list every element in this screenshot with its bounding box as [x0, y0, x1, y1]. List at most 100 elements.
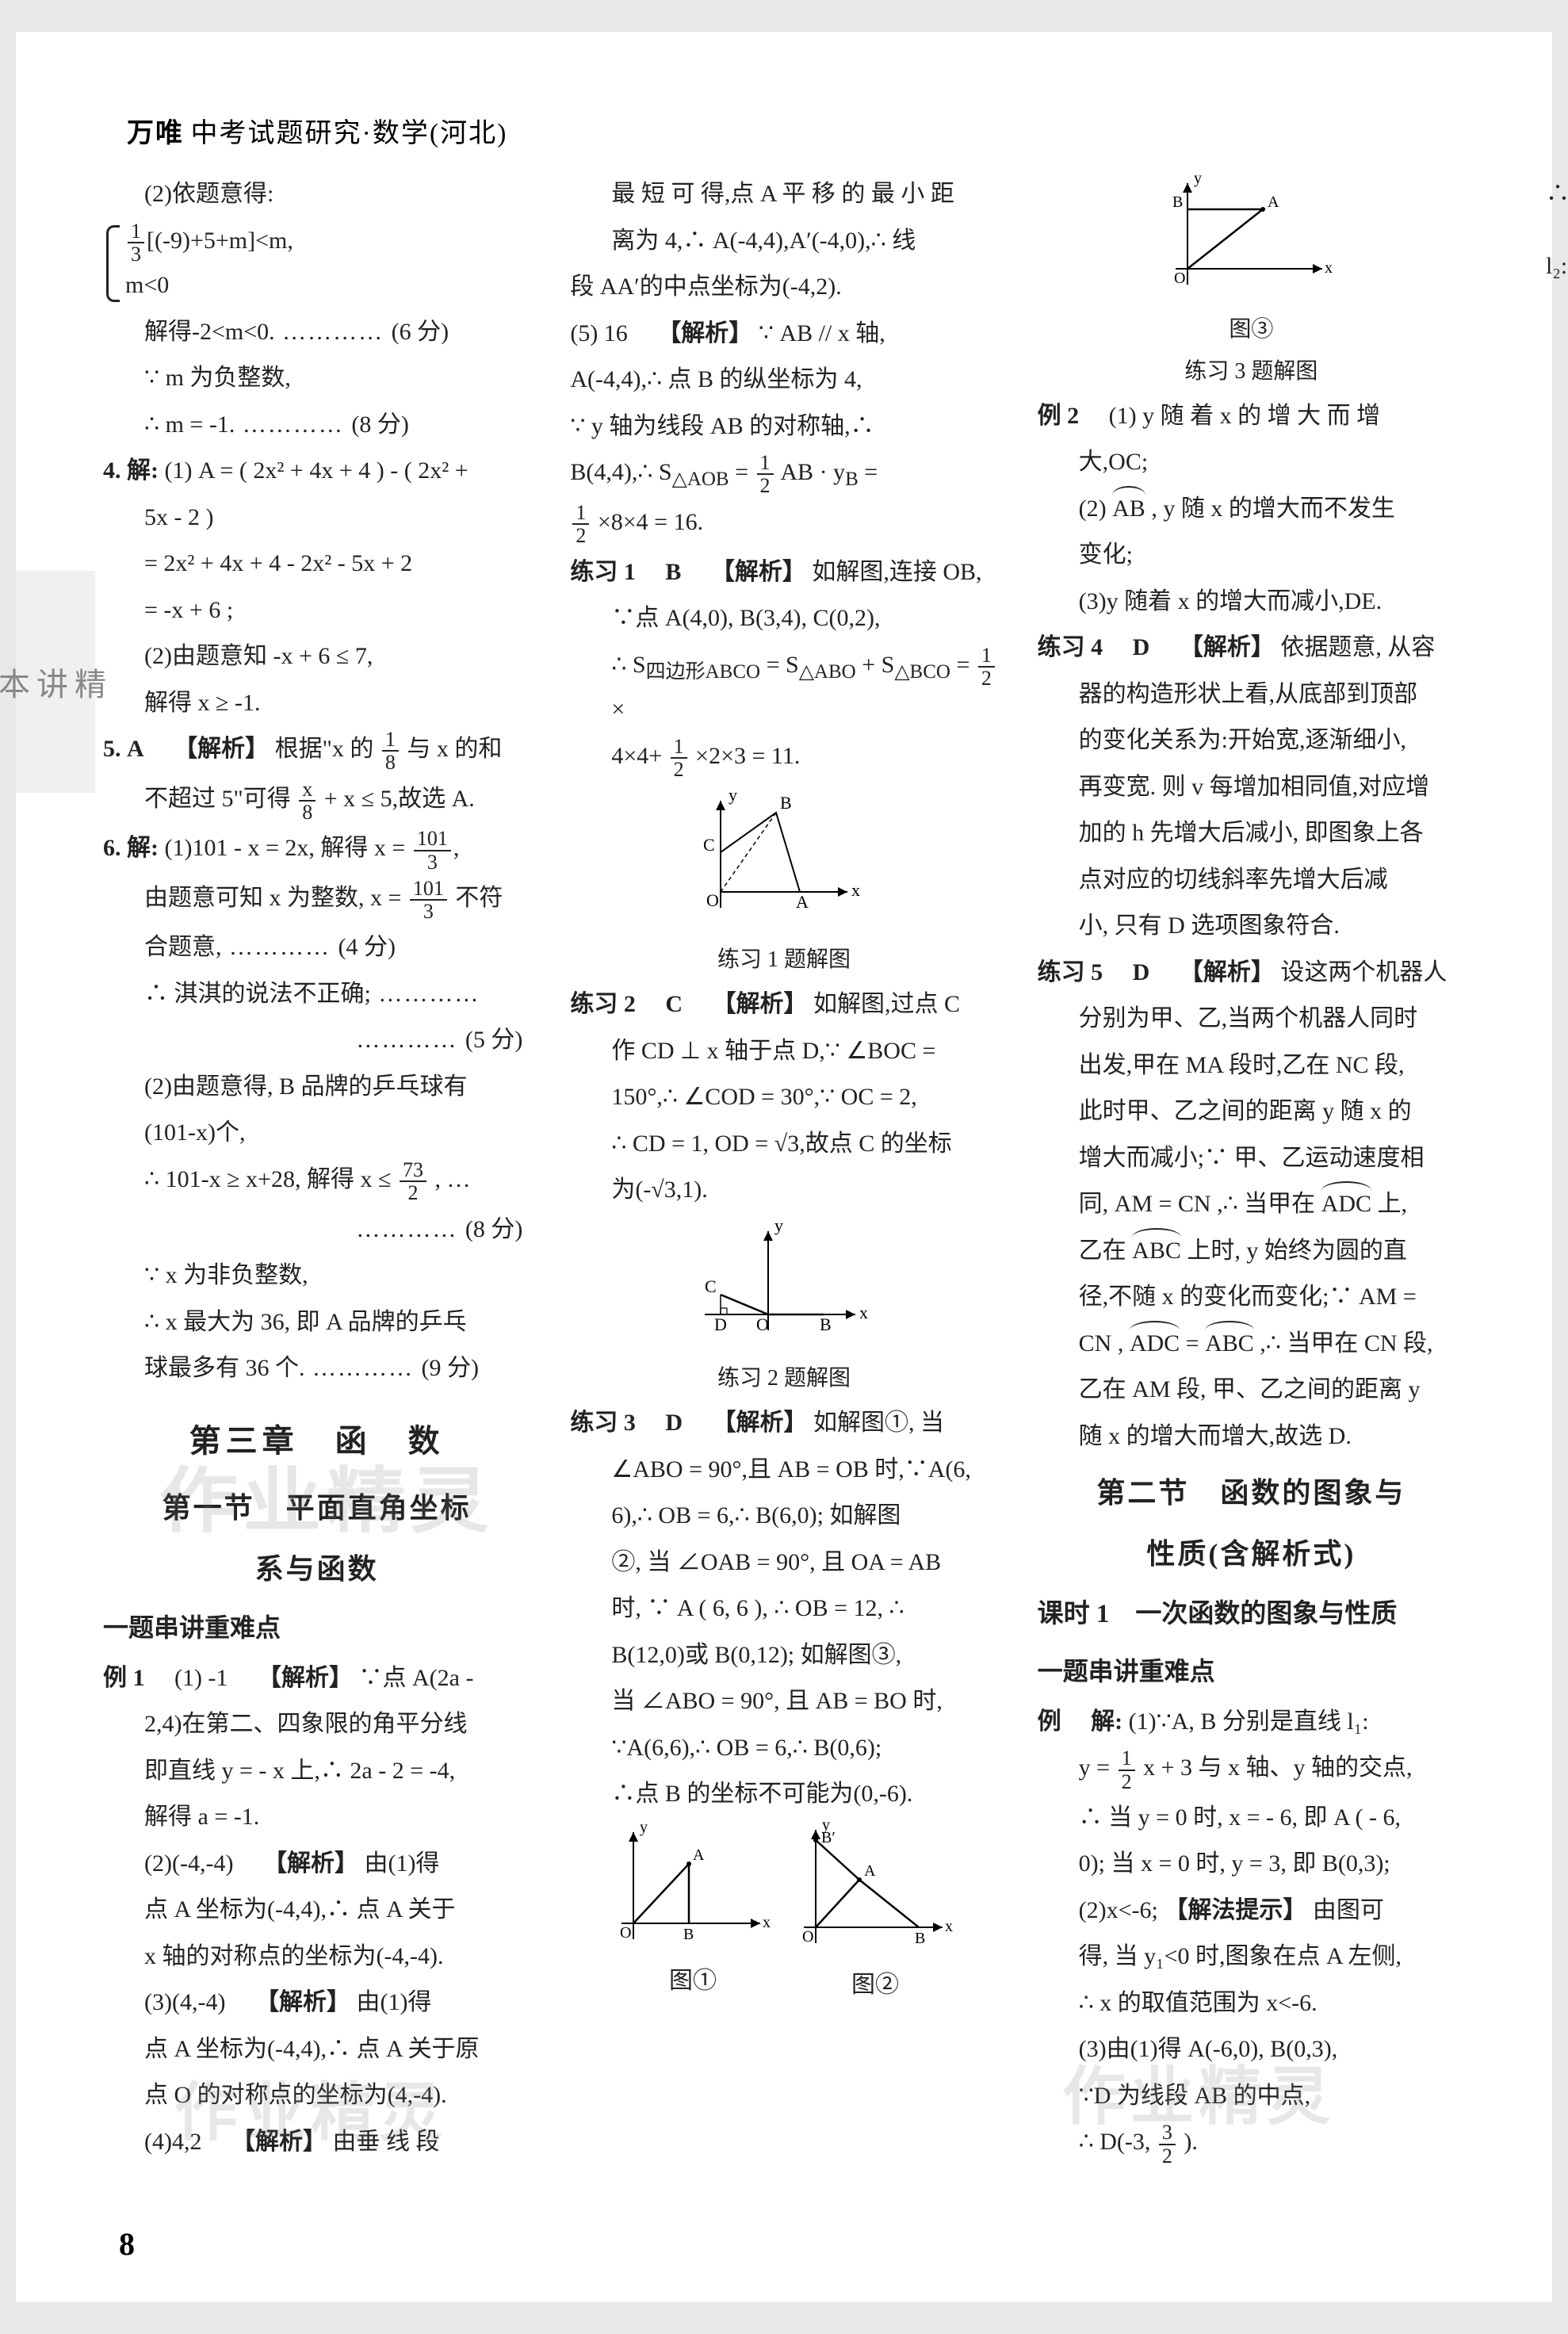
inline-text: 由垂 线 段: [332, 2129, 439, 2155]
text-line: 随 x 的增大而增大,故选 D.: [1038, 1416, 1465, 1458]
svg-text:y: y: [729, 789, 737, 805]
score: (4 分): [338, 934, 396, 960]
inline-text: ×2×3 = 11.: [695, 743, 800, 769]
hint-tag: 【解法提示】: [1164, 1897, 1306, 1923]
content-columns: (2)依题意得: 13[(-9)+5+m]<m, m<0 解得-2<m<0.(6…: [103, 174, 1465, 2203]
text-line: 不超过 5"可得 x8 + x ≤ 5,故选 A.: [103, 779, 530, 824]
inline-text: 由图可: [1313, 1897, 1384, 1923]
text-line: (3)(4,-4) 【解析】 由(1)得: [103, 1982, 530, 2024]
label: 解:: [127, 457, 159, 484]
text-line: A(-4,4),∴ 点 B 的纵坐标为 4,: [570, 359, 997, 401]
text-line: 点 O 的对称点的坐标为(4,-4).: [103, 2075, 530, 2117]
svg-text:O: O: [620, 1924, 631, 1942]
analysis-tag: 【解析】: [231, 2129, 327, 2155]
subscript: △AOB: [672, 469, 729, 490]
example: 例 解: (1)∵A, B 分别是直线 l₁:: [1038, 1701, 1465, 1743]
section-heading: 性质(含解析式): [1038, 1529, 1465, 1579]
text-line: ∵点 A(4,0), B(3,4), C(0,2),: [570, 598, 997, 640]
inline-text: =: [956, 652, 975, 678]
graph-row: y x O A B 图① y x: [570, 1820, 997, 2007]
text-line: B(4,4),∴ S△AOB = 12 AB · yB =: [570, 452, 997, 497]
text-line: 分别为甲、乙,当两个机器人同时: [1038, 998, 1465, 1040]
coordinate-graph: y x O B C D: [697, 1219, 871, 1342]
text-line: 点对应的切线斜率先增大后减: [1038, 859, 1465, 901]
inline-text: 由(1)得: [356, 1989, 431, 2015]
subscript: B: [845, 469, 859, 490]
practice-label: 练习 3: [570, 1410, 636, 1436]
text-line: 合题意,(4 分): [103, 927, 530, 969]
inline-text: 不符: [455, 885, 503, 911]
text-line: 变化;: [1038, 534, 1465, 576]
coordinate-graph: y x O A B B′: [796, 1820, 954, 1951]
text-line: ∴ x 最大为 36, 即 A 品牌的乒乓: [103, 1302, 530, 1344]
text-line: 小, 只有 D 选项图象符合.: [1038, 905, 1465, 947]
analysis-tag: 【解析】: [1180, 634, 1275, 660]
text-line: 13[(-9)+5+m]<m,: [125, 220, 530, 266]
arc-text: ADC: [1130, 1323, 1180, 1365]
side-tab: 精 讲 本: [16, 571, 95, 793]
text-line: 的变化关系为:开始宽,逐渐细小,: [1038, 720, 1465, 762]
graph-caption: 图②: [796, 1965, 954, 2007]
graph-practice-3b: y x O A B B′ 图②: [796, 1820, 954, 2007]
inline-text: l₂: y₂ = kx + b 中, 解得: [1546, 246, 1568, 288]
page-header: 万唯 中考试题研究·数学(河北): [103, 111, 1465, 150]
text-line: ∴ D(-3, 32 ).: [1038, 2122, 1465, 2167]
inline-text: (2)x<-6;: [1079, 1897, 1158, 1923]
analysis-tag: 【解析】: [657, 320, 752, 346]
graph-caption: 图①: [614, 1961, 772, 2003]
text-line: CN , ADC = ABC ,∴ 当甲在 CN 段,: [1038, 1323, 1465, 1365]
text-line: 解得 x ≥ -1.: [103, 683, 530, 725]
arc-text: ADC: [1321, 1184, 1371, 1226]
svg-text:D: D: [714, 1314, 727, 1334]
text-line: 为(-√3,1).: [570, 1169, 997, 1211]
inline-text: 由(1)得: [364, 1850, 439, 1877]
graph-practice-2: y x O B C D 练习 2 题解图: [570, 1219, 997, 1398]
inline-text: 乙在: [1079, 1238, 1126, 1264]
svg-text:y: y: [640, 1820, 648, 1836]
inline-text: (2)(-4,-4): [144, 1850, 233, 1877]
text-line: 150°,∴ ∠COD = 30°,∵ OC = 2,: [570, 1077, 997, 1119]
inline-text: ∵点 A(2a -: [358, 1665, 473, 1691]
coordinate-graph: y x O A B: [1168, 174, 1334, 293]
svg-text:A: A: [796, 892, 809, 912]
inline-text: (1) -1: [174, 1665, 228, 1691]
text-line: ∴ m = -1.(8 分): [103, 404, 530, 446]
answer-letter: A: [127, 736, 144, 762]
text-line: 此时甲、乙之间的距离 y 随 x 的: [1038, 1091, 1465, 1133]
text-line: 径,不随 x 的变化而变化;∵ AM =: [1038, 1276, 1465, 1318]
svg-text:A: A: [693, 1846, 705, 1864]
text-line: (2)依题意得:: [103, 174, 530, 216]
inline-text: (3)(4,-4): [144, 1989, 225, 2015]
inline-text: 如解图,过点 C: [813, 991, 960, 1017]
svg-text:B: B: [683, 1926, 694, 1943]
practice-3: 练习 3 D 【解析】 如解图①, 当: [570, 1402, 997, 1444]
inline-text: 4×4+: [611, 743, 662, 769]
inline-text: (2): [1079, 495, 1107, 522]
text-line: 作 CD ⊥ x 轴于点 D,∵ ∠BOC =: [570, 1031, 997, 1073]
inline-text: CN ,: [1079, 1330, 1124, 1356]
text-line: m<0: [125, 265, 530, 307]
text-line: 同, AM = CN ,∴ 当甲在 ADC 上,: [1038, 1184, 1465, 1226]
text-line: 乙在 ABC 上时, y 始终为圆的直: [1038, 1230, 1465, 1272]
svg-text:O: O: [1174, 270, 1185, 287]
side-tab-char: 精: [75, 659, 113, 705]
inline-text: 如解图①, 当: [813, 1410, 944, 1436]
score: (5 分): [465, 1027, 522, 1053]
answer-letter: D: [665, 1410, 683, 1436]
lesson-heading: 课时 1 一次函数的图象与性质: [1038, 1592, 1465, 1638]
text-line: 当 ∠ABO = 90°, 且 AB = BO 时,: [570, 1681, 997, 1723]
text-line: 增大而减小;∵ 甲、乙运动速度相: [1038, 1138, 1465, 1180]
graph-practice-1: y x O A B C 练习 1 题解图: [570, 789, 997, 980]
analysis-tag: 【解析】: [713, 1410, 808, 1436]
section-heading: 第一节 平面直角坐标: [103, 1483, 530, 1533]
inline-text: (1)∵A, B 分别是直线 l₁:: [1129, 1708, 1369, 1735]
example-label: 例 2: [1038, 403, 1080, 429]
inline-text: (5) 16: [570, 320, 627, 346]
analysis-tag: 【解析】: [255, 1989, 350, 2015]
text-line: (2)(-4,-4) 【解析】 由(1)得: [103, 1843, 530, 1885]
practice-label: 练习 5: [1038, 959, 1103, 985]
text-line: (5) 16 【解析】 ∵ AB // x 轴,: [570, 313, 997, 355]
analysis-tag: 【解析】: [711, 559, 806, 585]
svg-text:B: B: [1172, 193, 1183, 211]
inline-text: ,∴ 当甲在 CN 段,: [1260, 1330, 1432, 1356]
